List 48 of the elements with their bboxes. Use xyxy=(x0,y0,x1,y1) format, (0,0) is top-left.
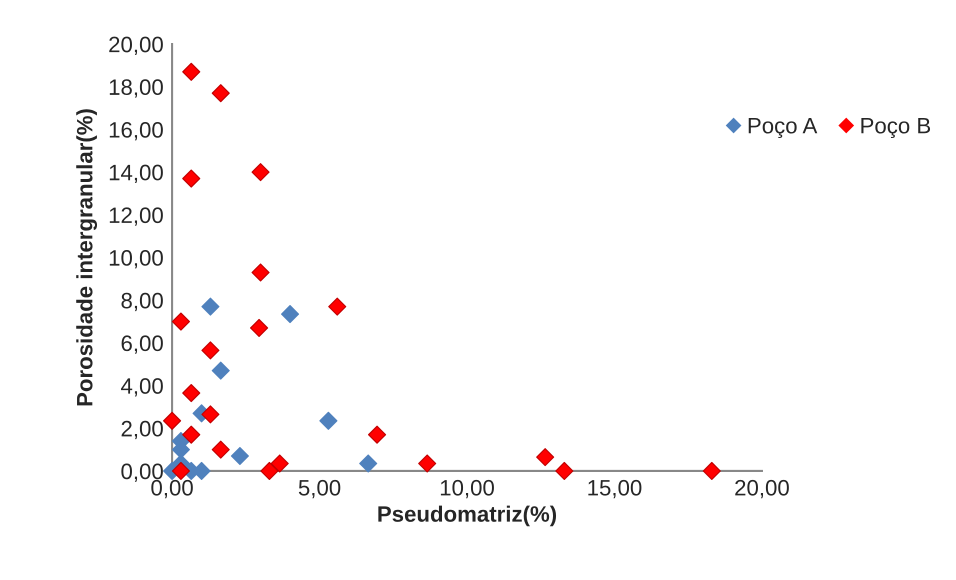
point xyxy=(252,163,270,182)
point xyxy=(368,426,386,444)
legend-label: Poço A xyxy=(748,118,818,138)
legend-label: Poço B xyxy=(861,118,930,138)
point xyxy=(319,412,338,430)
point xyxy=(212,362,230,380)
point xyxy=(163,412,182,430)
y-tick-label: 4,00 xyxy=(121,378,163,396)
point xyxy=(702,462,721,480)
point xyxy=(555,462,574,480)
y-tick-label: 12,00 xyxy=(110,207,163,226)
point xyxy=(201,341,220,360)
x-tick-label: 20,00 xyxy=(735,480,789,498)
y-tick-label: 18,00 xyxy=(110,79,163,98)
point xyxy=(328,298,346,316)
point xyxy=(182,62,200,81)
point xyxy=(172,462,190,480)
x-tick-label: 15,00 xyxy=(588,480,642,498)
y-tick-label: 20,00 xyxy=(109,36,163,55)
y-tick-label: 14,00 xyxy=(110,164,163,184)
x-tick-label: 5,00 xyxy=(298,480,340,498)
x-axis-title: Pseudomatriz(%) xyxy=(378,506,556,526)
y-tick-label: 16,00 xyxy=(110,122,163,140)
y-tick-label: 10,00 xyxy=(110,250,163,268)
y-axis-title: Porosidade intergranular(%) xyxy=(76,109,98,406)
y-tick-label: 0,00 xyxy=(121,463,163,482)
point xyxy=(201,298,220,316)
point xyxy=(536,448,554,466)
point xyxy=(182,169,200,188)
point xyxy=(250,318,268,338)
point xyxy=(172,312,190,331)
point xyxy=(201,405,220,424)
point xyxy=(270,454,289,473)
y-tick-label: 6,00 xyxy=(122,335,163,354)
x-tick-label: 0,00 xyxy=(151,480,193,498)
point xyxy=(260,462,278,480)
point xyxy=(230,446,249,466)
point xyxy=(182,384,200,402)
point xyxy=(359,454,378,473)
point xyxy=(252,263,270,282)
point xyxy=(280,305,300,324)
point xyxy=(212,84,230,102)
y-tick-label: 8,00 xyxy=(121,292,163,312)
y-tick-label: 2,00 xyxy=(122,420,163,440)
point xyxy=(212,440,230,459)
point xyxy=(182,426,200,444)
x-tick-label: 10,00 xyxy=(440,480,494,498)
point xyxy=(418,454,436,473)
